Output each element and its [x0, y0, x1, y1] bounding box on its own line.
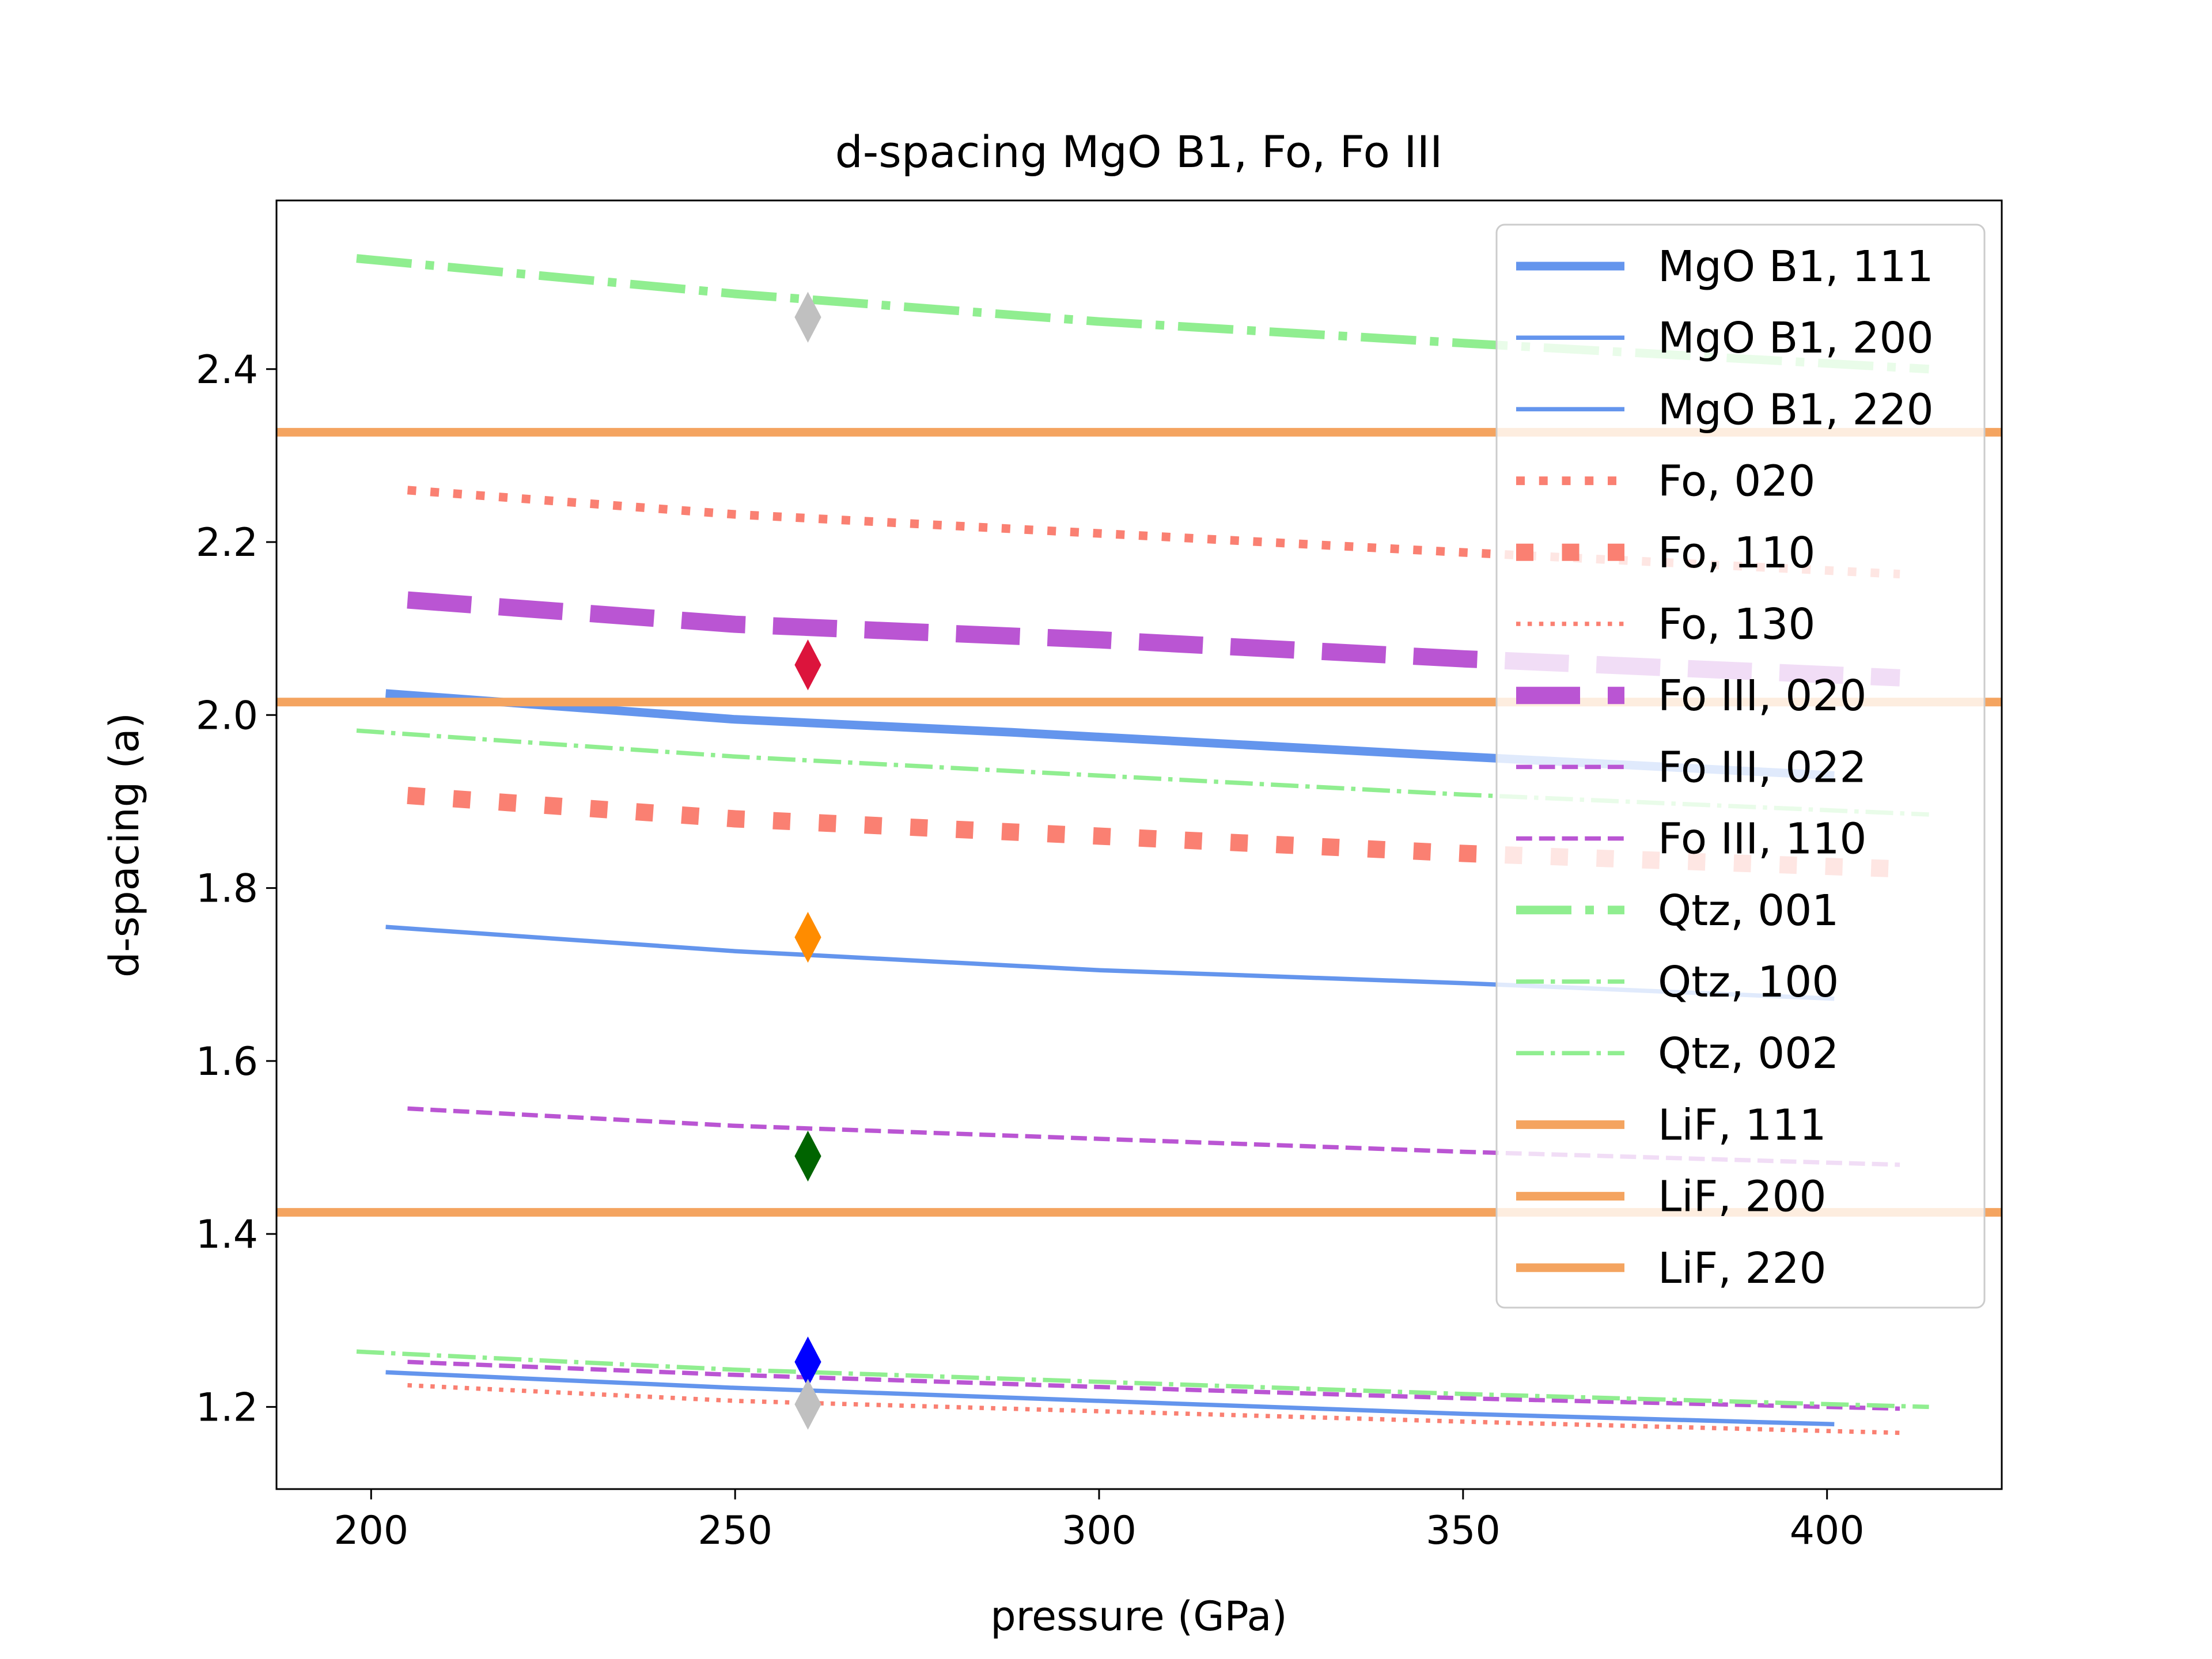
x-axis-label: pressure (GPa) [990, 1593, 1287, 1640]
y-tick-label: 1.6 [196, 1039, 258, 1085]
legend-label: Fo III, 022 [1658, 743, 1866, 792]
legend: MgO B1, 111 MgO B1, 200 MgO B1, 220 Fo, 020… [1495, 224, 1986, 1309]
marker-point-2 [794, 639, 821, 691]
legend-label: MgO B1, 200 [1658, 313, 1934, 363]
y-axis-ticks: 1.2 1.4 1.6 1.8 2.0 2.2 2.4 [196, 347, 276, 1430]
series-line-9 [407, 1359, 1900, 1411]
x-tick-label: 400 [1790, 1508, 1865, 1554]
marker-point-4 [794, 1130, 821, 1182]
x-tick-label: 250 [698, 1508, 772, 1554]
plot-frame [275, 199, 2003, 1490]
series-line-12 [356, 1349, 1929, 1410]
marker-point-6 [794, 1378, 821, 1430]
chart-title: d-spacing MgO B1, Fo, Fo III [835, 126, 1443, 177]
y-tick-label: 1.4 [196, 1212, 258, 1257]
legend-label: Fo, 130 [1658, 600, 1816, 649]
legend-label: Qtz, 002 [1658, 1029, 1839, 1078]
x-tick-label: 350 [1426, 1508, 1501, 1554]
legend-box [1495, 224, 1986, 1309]
y-tick-label: 1.8 [196, 866, 258, 912]
legend-label: Fo, 110 [1658, 528, 1816, 578]
marker-point-1 [794, 291, 821, 343]
legend-label: MgO B1, 111 [1658, 242, 1934, 291]
legend-label: Fo III, 110 [1658, 815, 1866, 864]
legend-label: Qtz, 001 [1658, 886, 1839, 935]
x-tick-label: 200 [334, 1508, 408, 1554]
x-axis-ticks: 200 250 300 350 400 [334, 1489, 1865, 1554]
x-tick-label: 300 [1062, 1508, 1137, 1554]
y-axis-label: d-spacing (a) [101, 713, 148, 978]
y-tick-label: 2.4 [196, 347, 258, 393]
marker-point-3 [794, 911, 821, 963]
y-tick-label: 2.0 [196, 693, 258, 738]
legend-label: LiF, 111 [1658, 1100, 1827, 1150]
legend-label: LiF, 220 [1658, 1244, 1827, 1293]
series-line-3 [385, 1370, 1835, 1427]
y-tick-label: 1.2 [196, 1385, 258, 1430]
legend-label: LiF, 200 [1658, 1172, 1827, 1222]
series-line-4 [407, 486, 1900, 579]
legend-label: Qtz, 100 [1658, 957, 1839, 1007]
legend-label: Fo III, 020 [1658, 671, 1866, 721]
legend-label: Fo, 020 [1658, 457, 1816, 506]
legend-label: MgO B1, 220 [1658, 385, 1934, 434]
marker-layer [794, 291, 821, 1430]
series-line-6 [407, 1383, 1900, 1435]
y-tick-label: 2.2 [196, 520, 258, 566]
